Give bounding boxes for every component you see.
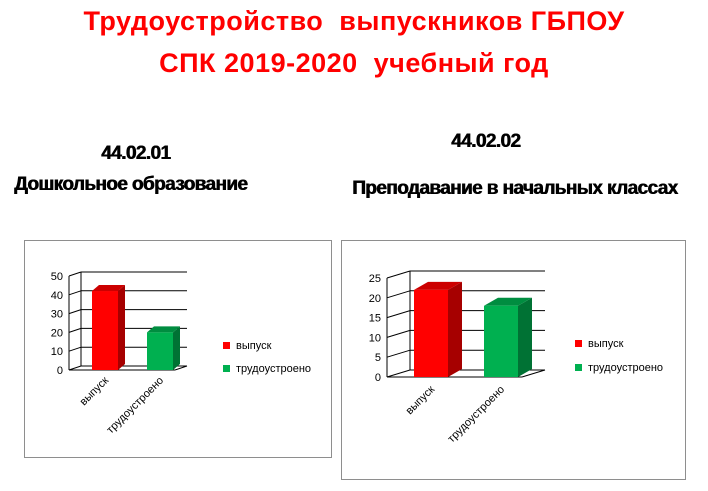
chart-left-frame: 0 10 20 30 40 50 выпуск трудоустроено выпуск труд… <box>24 240 332 458</box>
bar-0 <box>414 289 448 377</box>
chart-right-frame: 0 5 10 15 20 25 выпуск трудоустроено выпуск трудо… <box>341 240 686 480</box>
x-axis-floor-side <box>174 365 188 371</box>
gridline-diag-5 <box>68 271 82 277</box>
bar-1 <box>484 305 518 377</box>
bar-side-1 <box>173 326 180 370</box>
page-title-line-1: Трудоустройство выпускников ГБПОУ <box>83 6 625 36</box>
right-program-name: Преподавание в начальных классах <box>352 178 678 199</box>
bar-top-1 <box>147 326 180 333</box>
y-tick-label-4: 20 <box>369 293 381 305</box>
bar-0 <box>92 291 118 370</box>
gridline-diag-2 <box>68 327 82 333</box>
page-title-line-2: СПК 2019-2020 учебный год <box>159 48 549 78</box>
x-category-label-1: трудоустроено <box>105 375 167 437</box>
y-tick-label-2: 20 <box>51 327 63 339</box>
x-category-label-1: трудоустроено <box>446 384 508 446</box>
gridline-diag-4 <box>386 290 411 299</box>
legend-swatch-1 <box>575 364 582 371</box>
gridline-diag-0 <box>68 365 82 371</box>
y-tick-label-1: 10 <box>51 346 63 358</box>
gridline-diag-3 <box>386 310 411 319</box>
bar-top-1 <box>484 297 532 306</box>
legend-swatch-0 <box>223 342 230 349</box>
y-tick-label-3: 15 <box>369 313 381 325</box>
bar-1 <box>147 332 173 370</box>
bar-top-0 <box>414 281 462 290</box>
bar-side-1 <box>518 297 532 377</box>
gridline-diag-1 <box>386 349 411 358</box>
legend-label-1: трудоустроено <box>588 362 663 374</box>
legend-label-0: выпуск <box>588 338 624 350</box>
x-category-label-0: выпуск <box>404 384 438 418</box>
legend-label-1: трудоустроено <box>236 363 311 375</box>
y-tick-label-3: 30 <box>51 309 63 321</box>
y-tick-label-4: 40 <box>51 290 63 302</box>
x-axis-floor-side <box>521 369 546 378</box>
gridline-diag-5 <box>386 270 411 279</box>
left-program-name: Дошкольное образование <box>14 174 248 195</box>
legend-swatch-1 <box>223 365 230 372</box>
y-tick-label-0: 0 <box>375 372 381 384</box>
x-category-label-0: выпуск <box>78 375 112 409</box>
legend-label-0: выпуск <box>236 340 272 352</box>
y-tick-label-0: 0 <box>57 365 63 377</box>
legend-swatch-0 <box>575 340 582 347</box>
gridline-diag-1 <box>68 346 82 352</box>
right-program-code: 44.02.02 <box>451 131 521 152</box>
gridline-diag-3 <box>68 309 82 315</box>
y-tick-label-5: 50 <box>51 271 63 283</box>
y-tick-label-2: 10 <box>369 332 381 344</box>
bar-side-0 <box>118 285 125 370</box>
y-tick-label-5: 25 <box>369 273 381 285</box>
gridline-diag-0 <box>386 369 411 378</box>
chart-left: 01020304050выпусктрудоустроеновыпусктруд… <box>51 271 311 437</box>
bar-side-0 <box>448 281 462 377</box>
y-tick-label-1: 5 <box>375 352 381 364</box>
left-program-code: 44.02.01 <box>101 143 171 164</box>
gridline-diag-2 <box>386 329 411 338</box>
gridline-diag-4 <box>68 290 82 296</box>
bar-top-0 <box>92 285 125 292</box>
